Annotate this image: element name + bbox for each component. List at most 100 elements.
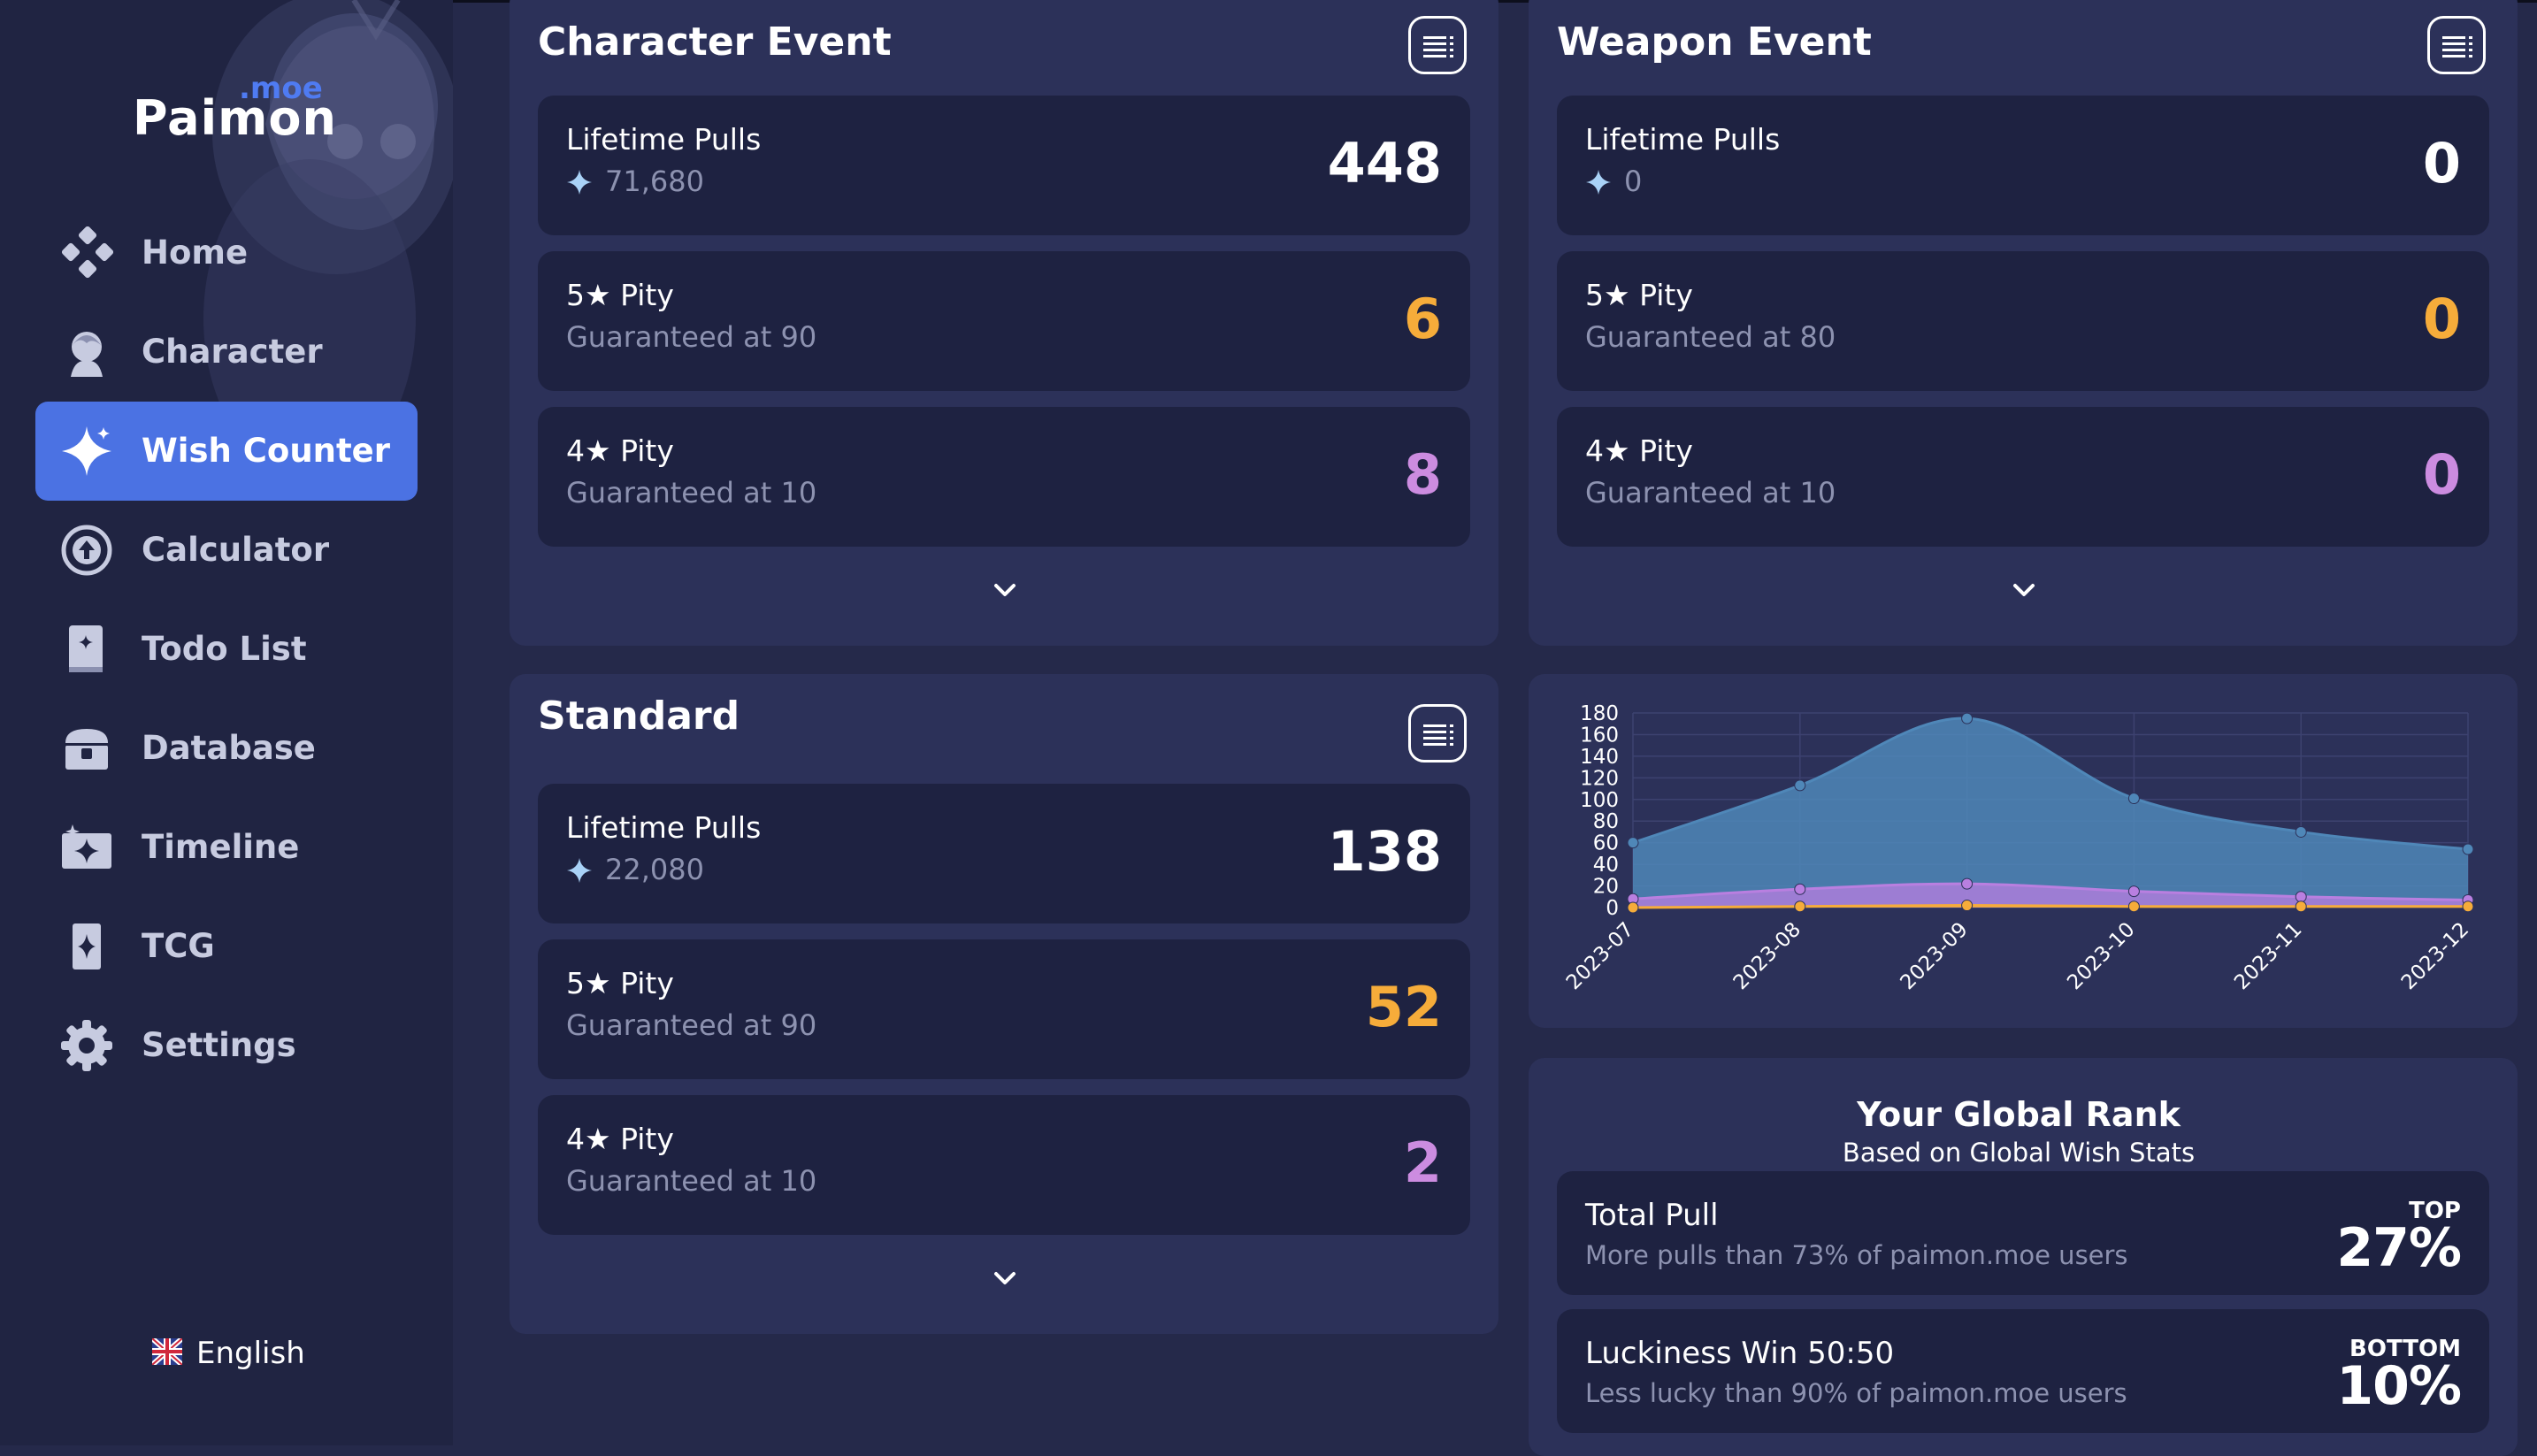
- lifetime-pulls-card: Lifetime Pulls 0 0: [1557, 96, 2489, 235]
- five-star-pity-value: 6: [1403, 287, 1442, 351]
- series-area-1: [1633, 884, 2468, 908]
- x-tick-label: 2023-12: [2397, 918, 2473, 994]
- series-point-0: [1627, 837, 1639, 849]
- five-star-pity-value: 0: [2422, 287, 2461, 351]
- four-star-pity-value: 8: [1403, 442, 1442, 507]
- sidebar-item-home[interactable]: Home: [35, 203, 418, 303]
- series-point-1: [1794, 883, 1806, 895]
- lifetime-pulls-value: 448: [1327, 131, 1442, 195]
- card-subtitle: Guaranteed at 80: [1585, 320, 1836, 354]
- primogem-value: 22,080: [605, 853, 704, 886]
- x-tick-label: 2023-08: [1729, 918, 1805, 994]
- weapon-event-panel: Weapon Event Lifetime Pulls 0 0 5★ Pity …: [1529, 0, 2518, 646]
- primogem-total: 0: [1585, 165, 1642, 198]
- card-subtitle: Guaranteed at 10: [566, 1164, 817, 1198]
- series-point-1: [2127, 885, 2140, 898]
- four-star-pity-card: 4★ Pity Guaranteed at 10 0: [1557, 407, 2489, 547]
- primogem-icon: [567, 858, 592, 883]
- card-label: 4★ Pity: [1585, 433, 1693, 468]
- timeline-icon: [62, 824, 111, 869]
- pulls-chart-panel: 0 20 40 60 80 100 120 140 160 180 2023-07 2023-08 20…: [1529, 674, 2518, 1028]
- uk-flag-icon: [152, 1338, 182, 1365]
- expand-chevron-icon[interactable]: [2006, 580, 2042, 602]
- y-tick-label: 160: [1580, 724, 1619, 747]
- sidebar-item-label: Settings: [142, 1026, 296, 1064]
- card-label: 5★ Pity: [1585, 278, 1693, 312]
- card-label: Lifetime Pulls: [566, 122, 762, 157]
- lifetime-pulls-value: 0: [2422, 131, 2461, 195]
- primogem-value: 71,680: [605, 165, 704, 198]
- settings-gear-icon: [61, 1020, 112, 1071]
- home-icon: [61, 226, 113, 279]
- x-tick-label: 2023-09: [1896, 918, 1972, 994]
- primogem-total: 22,080: [566, 853, 704, 886]
- card-subtitle: Guaranteed at 90: [566, 1008, 817, 1042]
- card-subtitle: Guaranteed at 90: [566, 320, 817, 354]
- x-tick-label: 2023-11: [2230, 918, 2306, 994]
- expand-chevron-icon[interactable]: [987, 580, 1023, 602]
- card-label: 5★ Pity: [566, 966, 674, 1000]
- lifetime-pulls-card: Lifetime Pulls 71,680 448: [538, 96, 1470, 235]
- five-star-pity-card: 5★ Pity Guaranteed at 80 0: [1557, 251, 2489, 391]
- sidebar-item-wish-counter[interactable]: Wish Counter: [35, 402, 418, 501]
- card-label: 4★ Pity: [566, 433, 674, 468]
- weapon-event-menu-button[interactable]: [2427, 16, 2486, 74]
- tcg-card-icon: [73, 923, 101, 969]
- sidebar-item-character[interactable]: Character: [35, 303, 418, 402]
- rank-description: More pulls than 73% of paimon.moe users: [1585, 1240, 2128, 1270]
- y-tick-label: 40: [1593, 854, 1619, 877]
- standard-menu-button[interactable]: [1408, 704, 1467, 762]
- sidebar-item-tcg[interactable]: TCG: [35, 897, 418, 996]
- sidebar-item-label: Calculator: [142, 531, 330, 569]
- card-label: 5★ Pity: [566, 278, 674, 312]
- four-star-pity-value: 2: [1403, 1130, 1442, 1195]
- y-tick-label: 120: [1580, 767, 1619, 790]
- series-point-0: [1961, 712, 1974, 724]
- paimon-moe-logo[interactable]: Paimon .moe: [133, 71, 363, 157]
- character-event-menu-button[interactable]: [1408, 16, 1467, 74]
- series-point-2: [1794, 900, 1806, 913]
- y-tick-label: 100: [1580, 789, 1619, 812]
- y-tick-label: 60: [1593, 832, 1619, 855]
- sidebar-item-label: Timeline: [142, 828, 300, 866]
- panel-title: Standard: [538, 694, 740, 739]
- menu-list-icon: [1423, 724, 1453, 746]
- panel-title: Character Event: [538, 19, 892, 65]
- series-point-0: [2295, 825, 2307, 838]
- y-tick-label: 140: [1580, 746, 1619, 769]
- card-label: Lifetime Pulls: [1585, 122, 1781, 157]
- y-tick-label: 0: [1606, 897, 1619, 920]
- logo-name: Paimon: [133, 90, 337, 146]
- card-label: Lifetime Pulls: [566, 810, 762, 845]
- rank-description: Less lucky than 90% of paimon.moe users: [1585, 1378, 2127, 1408]
- five-star-pity-card: 5★ Pity Guaranteed at 90 6: [538, 251, 1470, 391]
- sidebar-item-timeline[interactable]: Timeline: [35, 798, 418, 897]
- primogem-value: 0: [1624, 165, 1643, 198]
- four-star-pity-card: 4★ Pity Guaranteed at 10 2: [538, 1095, 1470, 1235]
- sidebar-item-calculator[interactable]: Calculator: [35, 501, 418, 600]
- rank-position-word: BOTTOM: [2349, 1336, 2461, 1362]
- menu-list-icon: [2442, 36, 2472, 57]
- expand-chevron-icon[interactable]: [987, 1268, 1023, 1290]
- lifetime-pulls-card: Lifetime Pulls 22,080 138: [538, 784, 1470, 923]
- x-tick-label: 2023-10: [2063, 918, 2139, 994]
- sidebar-item-label: Home: [142, 234, 249, 272]
- series-point-0: [2462, 843, 2474, 855]
- sidebar-item-label: TCG: [142, 927, 215, 965]
- database-chest-icon: [65, 729, 108, 770]
- y-tick-label: 180: [1580, 702, 1619, 725]
- sidebar-item-settings[interactable]: Settings: [35, 996, 418, 1095]
- series-point-2: [1627, 901, 1639, 914]
- sidebar-item-label: Character: [142, 333, 323, 371]
- series-point-1: [1961, 877, 1974, 890]
- rank-percent: 27%: [2336, 1217, 2462, 1279]
- sidebar-item-todo-list[interactable]: Todo List: [35, 600, 418, 699]
- sidebar-item-label: Wish Counter: [142, 432, 391, 470]
- character-icon: [71, 332, 103, 377]
- series-line-2: [1632, 904, 2468, 909]
- sidebar-item-database[interactable]: Database: [35, 699, 418, 798]
- y-tick-label: 80: [1593, 810, 1619, 833]
- primogem-total: 71,680: [566, 165, 704, 198]
- rank-percent: 10%: [2336, 1355, 2462, 1417]
